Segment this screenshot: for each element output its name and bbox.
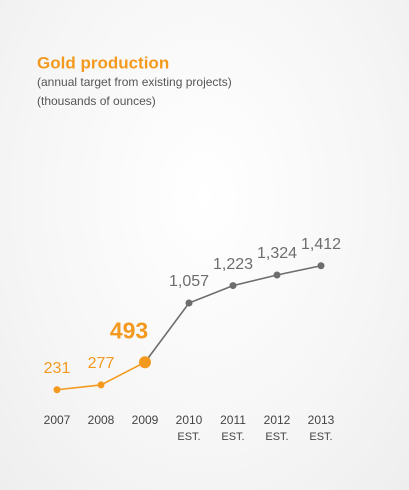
data-point: [53, 386, 61, 394]
x-tick-note: EST.: [177, 431, 200, 443]
data-label: 1,057: [169, 273, 209, 290]
x-tick-label: 2010: [176, 413, 203, 427]
x-tick-label: 2012: [264, 413, 291, 427]
data-label: 1,324: [257, 245, 297, 262]
data-point: [185, 299, 193, 307]
data-label: 493: [110, 317, 148, 343]
data-label: 1,223: [213, 256, 253, 273]
x-tick-label: 2009: [132, 413, 159, 427]
data-point: [317, 262, 325, 270]
data-label: 1,412: [301, 236, 341, 253]
data-point: [139, 356, 151, 369]
x-tick-label: 2011: [220, 413, 246, 427]
data-label: 231: [44, 360, 71, 377]
x-tick-label: 2007: [44, 413, 71, 427]
data-label: 277: [88, 355, 115, 372]
data-point: [229, 282, 237, 290]
chart-subtitle: (thousands of ounces): [37, 94, 156, 108]
chart-title: Gold production: [37, 53, 169, 72]
x-tick-note: EST.: [309, 431, 332, 443]
x-tick-label: 2013: [308, 413, 335, 427]
chart-subtitle: (annual target from existing projects): [37, 75, 232, 89]
data-point: [97, 381, 105, 389]
x-tick-note: EST.: [265, 431, 288, 443]
x-tick-label: 2008: [88, 413, 115, 427]
x-tick-note: EST.: [221, 431, 244, 443]
data-point: [273, 271, 281, 279]
